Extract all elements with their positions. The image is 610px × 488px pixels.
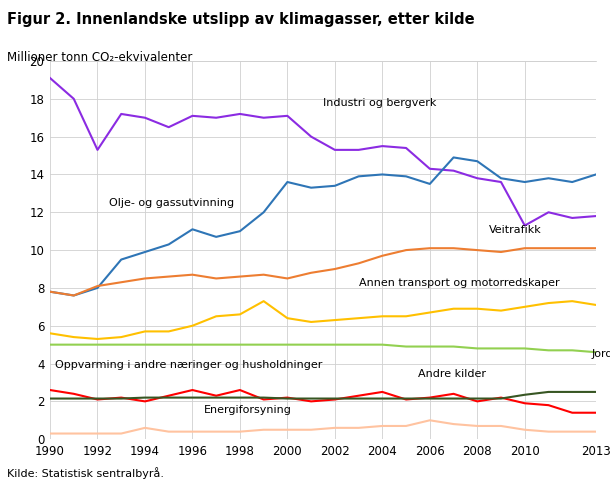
Text: Olje- og gassutvinning: Olje- og gassutvinning [109,199,234,208]
Text: Annen transport og motorredskaper: Annen transport og motorredskaper [359,278,559,288]
Text: Kilde: Statistisk sentralbyrå.: Kilde: Statistisk sentralbyrå. [7,468,164,479]
Text: Veitrafikk: Veitrafikk [489,225,542,235]
Text: Industri og bergverk: Industri og bergverk [323,98,436,108]
Text: Oppvarming i andre næringer og husholdninger: Oppvarming i andre næringer og husholdni… [55,360,322,370]
Text: Andre kilder: Andre kilder [418,369,486,379]
Text: Millioner tonn CO₂-ekvivalenter: Millioner tonn CO₂-ekvivalenter [7,51,193,64]
Text: Jordbruk: Jordbruk [591,349,610,359]
Text: Figur 2. Innenlandske utslipp av klimagasser, etter kilde: Figur 2. Innenlandske utslipp av klimaga… [7,12,475,27]
Text: Energiforsyning: Energiforsyning [204,405,292,415]
